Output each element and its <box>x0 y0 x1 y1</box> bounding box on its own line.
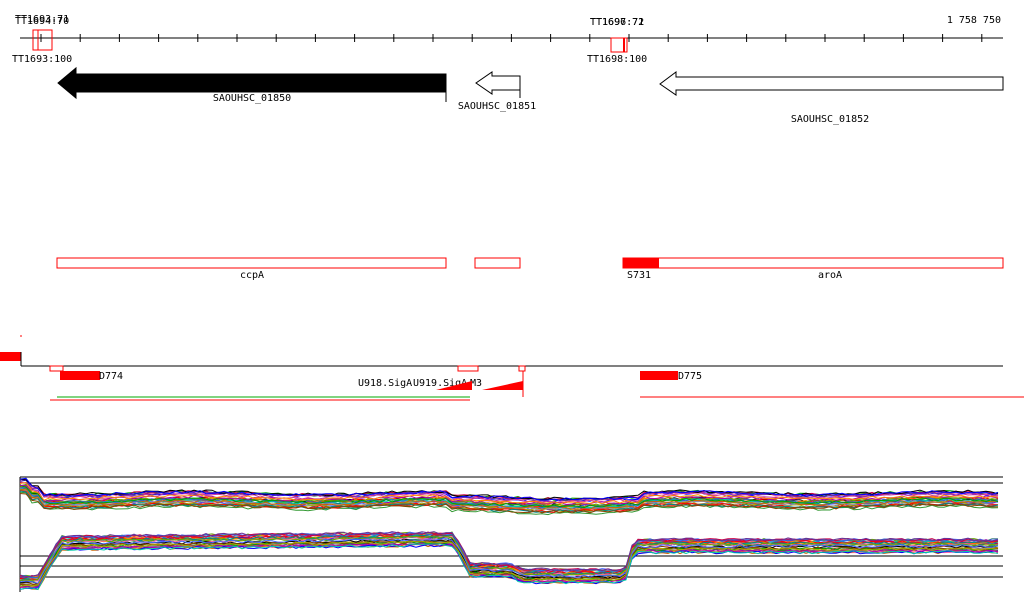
expression-line <box>19 531 999 578</box>
marker-label: S731 <box>627 270 651 281</box>
terminator-label: TT1693:71 <box>15 14 69 25</box>
transcript-label: U918.SigA <box>358 378 412 389</box>
marker-fill <box>623 258 659 268</box>
feature-box[interactable] <box>457 365 479 372</box>
gene-arrow[interactable]: SAOUHSC_01852 <box>659 71 1004 125</box>
gene-label: SAOUHSC_01850 <box>213 93 291 104</box>
offscreen-feature <box>0 352 21 361</box>
feature-box[interactable] <box>49 365 64 372</box>
ruler-ticks <box>40 34 983 42</box>
annotation-track: ccpA S731 aroA <box>56 257 1004 281</box>
transcript-label: U919.SigA <box>413 378 467 389</box>
expression-line <box>19 481 999 505</box>
feature-box[interactable] <box>518 365 526 372</box>
terminator-box[interactable] <box>610 37 628 53</box>
gene-arrow[interactable]: SAOUHSC_01850 <box>57 66 447 104</box>
transcript-wedge[interactable] <box>436 381 472 390</box>
expression-line <box>19 543 999 591</box>
annotation-label: ccpA <box>240 270 264 281</box>
expression-line <box>19 540 999 587</box>
gene-arrow-shape[interactable] <box>659 71 1004 96</box>
annotation-box-ccpA[interactable] <box>56 257 447 269</box>
expression-line <box>19 485 999 509</box>
expression-line <box>19 538 999 584</box>
transcript-track: D774 U918.SigA U919.SigA M3 D775 <box>0 335 1024 401</box>
terminator-label: TT1697:72 <box>590 17 644 28</box>
expression-line <box>20 539 999 586</box>
expression-line <box>19 477 999 501</box>
ruler-end-label: 1 758 750 <box>947 15 1001 26</box>
expression-line <box>19 534 999 580</box>
expression-line <box>19 531 999 579</box>
annotation-box[interactable] <box>474 257 521 269</box>
coordinate-ruler: 1 758 750 TT1693:71 TT1694:70 TT1696:71 … <box>12 14 1003 65</box>
gene-arrow-shape[interactable] <box>475 71 521 95</box>
transcript-label: D775 <box>678 371 702 382</box>
annotation-label: aroA <box>818 270 842 281</box>
transcript-fill[interactable] <box>640 371 678 380</box>
gene-arrow[interactable]: SAOUHSC_01851 <box>458 71 536 112</box>
expression-line <box>19 493 999 514</box>
expression-tracks <box>19 476 1003 592</box>
gene-label: SAOUHSC_01851 <box>458 101 536 112</box>
terminator-label: TT1698:100 <box>587 54 647 65</box>
terminator-label: TT1696:71 <box>590 17 644 28</box>
gene-label: SAOUHSC_01852 <box>791 114 869 125</box>
transcript-fill[interactable] <box>60 371 100 380</box>
gene-arrow-shape[interactable] <box>57 66 447 100</box>
gene-track: SAOUHSC_01850 SAOUHSC_01851 SAOUHSC_0185… <box>57 66 1004 125</box>
terminator-label: TT1693:100 <box>12 54 72 65</box>
terminator-box[interactable] <box>32 29 53 51</box>
transcript-wedge[interactable] <box>482 381 523 390</box>
transcript-label: M3 <box>470 378 482 389</box>
expression-line <box>19 488 999 510</box>
terminator-label: TT1694:70 <box>15 16 69 27</box>
annotation-box-aroA[interactable] <box>622 257 1004 269</box>
transcript-label: D774 <box>99 371 123 382</box>
expression-line <box>19 543 999 590</box>
